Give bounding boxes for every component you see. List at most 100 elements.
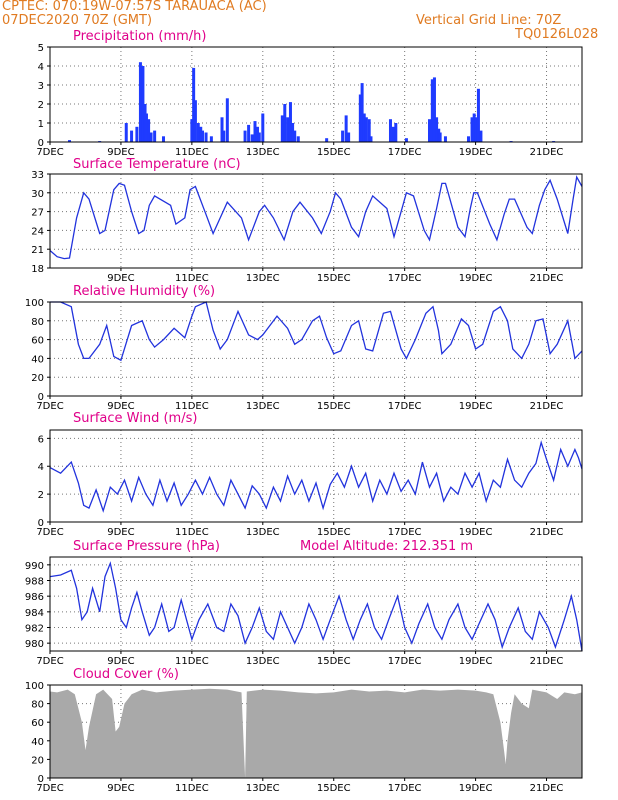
precip-bar (283, 104, 287, 142)
x-tick-label: 19DEC (459, 527, 493, 538)
x-tick-label: 9DEC (107, 401, 134, 412)
precip-bar (130, 130, 134, 142)
x-tick-label: 17DEC (388, 783, 422, 794)
y-tick-label: 20 (31, 373, 44, 384)
precip-bar (367, 119, 371, 142)
y-tick-label: 6 (38, 434, 44, 445)
precip-bar (341, 130, 345, 142)
precip-bar (68, 140, 72, 142)
y-tick-label: 40 (31, 354, 44, 365)
panel-frame (49, 301, 583, 397)
panel-frame (49, 429, 583, 523)
x-tick-label: 19DEC (459, 783, 493, 794)
y-tick-label: 5 (38, 43, 44, 54)
precip-bar (255, 126, 259, 142)
precip-bar (358, 94, 362, 142)
x-tick-label: 7DEC (36, 527, 63, 538)
x-tick-label: 15DEC (317, 273, 351, 284)
y-tick-label: 33 (31, 170, 44, 181)
panel-frame (49, 46, 583, 143)
precip-bar (199, 126, 203, 142)
precip-bar (222, 130, 226, 142)
y-tick-label: 4 (38, 462, 44, 473)
precip-bar (147, 119, 151, 142)
x-tick-label: 17DEC (388, 147, 422, 158)
y-tick-label: 18 (31, 264, 44, 275)
header-model-code: TQ0126L028 (515, 27, 599, 42)
precip-bar (388, 119, 392, 142)
precip-bar (153, 130, 157, 142)
x-tick-label: 21DEC (530, 656, 564, 667)
x-tick-label: 21DEC (530, 401, 564, 412)
x-tick-label: 19DEC (459, 401, 493, 412)
y-tick-label: 100 (25, 681, 44, 692)
x-tick-label: 9DEC (107, 656, 134, 667)
precip-bar (293, 130, 297, 142)
x-tick-label: 11DEC (175, 147, 209, 158)
x-tick-label: 15DEC (317, 527, 351, 538)
precip-bar (225, 98, 229, 142)
x-tick-label: 11DEC (175, 656, 209, 667)
panel-title: Surface Wind (m/s) (73, 411, 197, 426)
pressure-line (49, 561, 583, 652)
x-tick-label: 7DEC (36, 401, 63, 412)
y-tick-label: 21 (31, 245, 44, 256)
precip-bar (149, 132, 153, 142)
y-tick-label: 60 (31, 718, 44, 729)
x-tick-label: 15DEC (317, 656, 351, 667)
precip-bar (474, 117, 478, 142)
precip-bar (220, 117, 224, 142)
precip-bar (161, 136, 165, 142)
precip-bar (243, 130, 247, 142)
precip-bar (364, 117, 368, 142)
y-tick-label: 30 (31, 189, 44, 200)
x-tick-label: 7DEC (36, 783, 63, 794)
cloud-cover-area (50, 688, 582, 778)
y-tick-label: 2 (38, 100, 44, 111)
precip-bar (201, 130, 205, 142)
y-tick-label: 1 (38, 119, 44, 130)
precip-bar (138, 62, 142, 143)
precip-bar (288, 102, 292, 142)
precip-bar (344, 115, 348, 142)
x-tick-label: 13DEC (246, 527, 280, 538)
precip-bar (430, 79, 434, 142)
precip-bar (435, 117, 439, 142)
precip-bar (472, 113, 476, 142)
precip-bar (360, 83, 364, 142)
precip-bar (144, 113, 148, 142)
x-tick-label: 11DEC (175, 527, 209, 538)
panel-frame (49, 556, 583, 652)
precip-bar (470, 117, 474, 142)
precip-bar (193, 100, 197, 142)
precip-bar (257, 132, 261, 142)
x-tick-label: 21DEC (530, 527, 564, 538)
y-tick-label: 990 (25, 561, 44, 572)
precip-bar (286, 117, 290, 142)
y-tick-label: 24 (31, 226, 44, 237)
y-tick-label: 0 (38, 138, 44, 149)
x-tick-label: 15DEC (317, 401, 351, 412)
precip-bar (443, 136, 447, 142)
precip-bar (427, 119, 431, 142)
x-tick-label: 7DEC (36, 147, 63, 158)
x-tick-label: 15DEC (317, 147, 351, 158)
x-tick-label: 13DEC (246, 656, 280, 667)
header-date: 07DEC2020 70Z (GMT) (2, 13, 153, 28)
precip-bar (404, 138, 408, 142)
y-tick-label: 0 (38, 392, 44, 403)
y-tick-label: 2 (38, 490, 44, 501)
y-tick-label: 60 (31, 336, 44, 347)
precip-bar (261, 113, 265, 142)
y-tick-label: 20 (31, 755, 44, 766)
panel-title: Surface Temperature (nC) (73, 157, 241, 172)
y-tick-label: 4 (38, 62, 44, 73)
y-tick-label: 0 (38, 518, 44, 529)
x-tick-label: 11DEC (175, 273, 209, 284)
precip-bar (196, 123, 200, 142)
precip-bar (391, 126, 395, 142)
y-tick-label: 80 (31, 700, 44, 711)
precip-bar (204, 132, 208, 142)
y-tick-label: 40 (31, 737, 44, 748)
